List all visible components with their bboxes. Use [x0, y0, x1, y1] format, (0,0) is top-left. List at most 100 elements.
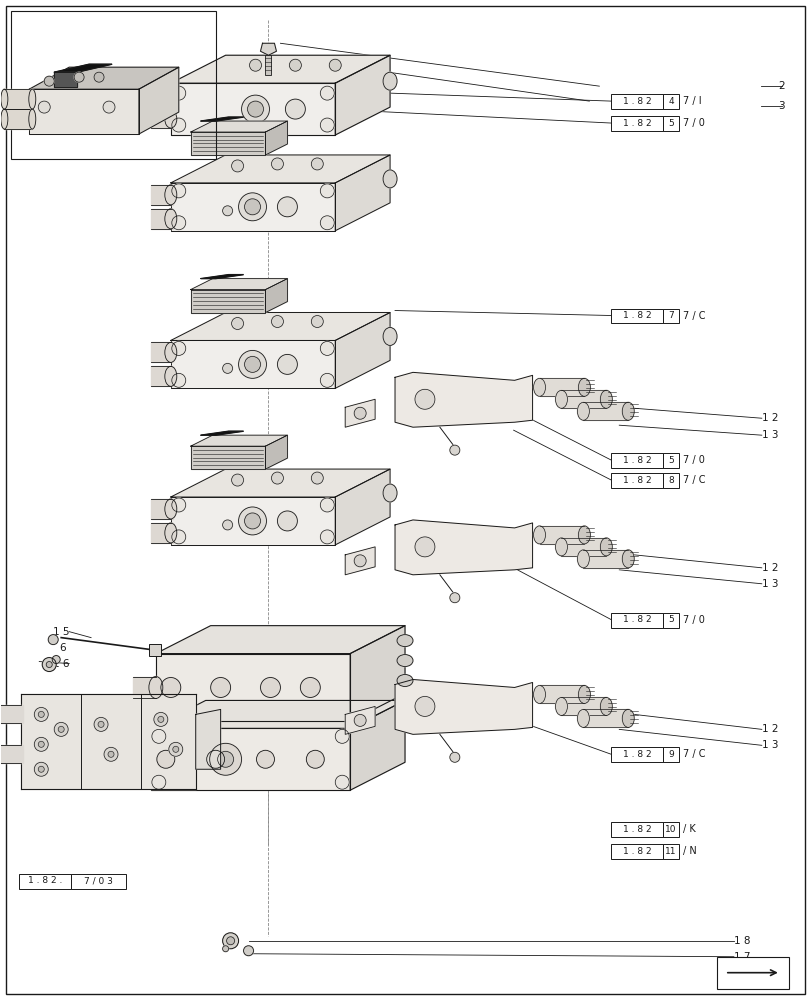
Ellipse shape — [533, 378, 545, 396]
Circle shape — [108, 751, 114, 757]
Circle shape — [354, 407, 366, 419]
Bar — [611, 844, 663, 859]
Circle shape — [48, 635, 58, 645]
Polygon shape — [191, 132, 265, 155]
Circle shape — [157, 750, 174, 768]
Ellipse shape — [397, 655, 413, 667]
Polygon shape — [191, 446, 265, 469]
Circle shape — [247, 101, 263, 117]
Circle shape — [38, 741, 44, 747]
Ellipse shape — [577, 378, 590, 396]
Circle shape — [354, 555, 366, 567]
Ellipse shape — [555, 390, 567, 408]
Bar — [539, 526, 584, 544]
Circle shape — [271, 472, 283, 484]
Bar — [11, 11, 216, 159]
Circle shape — [34, 762, 48, 776]
Polygon shape — [335, 313, 389, 388]
Text: 7 / C: 7 / C — [682, 475, 705, 485]
Circle shape — [172, 118, 186, 132]
Text: 9: 9 — [667, 750, 673, 759]
Ellipse shape — [165, 366, 177, 386]
Circle shape — [152, 729, 165, 743]
Circle shape — [241, 95, 269, 123]
Text: 7 / C: 7 / C — [682, 311, 705, 321]
Circle shape — [38, 711, 44, 717]
Circle shape — [103, 101, 115, 113]
Ellipse shape — [397, 635, 413, 647]
Ellipse shape — [621, 402, 633, 420]
Text: 1 3: 1 3 — [761, 430, 777, 440]
Text: / N: / N — [682, 846, 696, 856]
Circle shape — [320, 498, 334, 512]
Polygon shape — [170, 183, 335, 231]
Polygon shape — [170, 497, 335, 545]
Circle shape — [222, 946, 229, 952]
Bar — [560, 390, 606, 408]
Polygon shape — [265, 121, 287, 155]
Polygon shape — [29, 89, 139, 134]
Bar — [151, 366, 173, 386]
Text: 5: 5 — [667, 615, 673, 624]
Circle shape — [222, 520, 232, 530]
Circle shape — [152, 775, 165, 789]
Bar — [663, 309, 678, 323]
Text: 11: 11 — [664, 847, 676, 856]
Circle shape — [34, 707, 48, 721]
Polygon shape — [170, 313, 389, 340]
Bar — [611, 822, 663, 837]
Circle shape — [172, 373, 186, 387]
Text: 1 . 8 2: 1 . 8 2 — [622, 615, 650, 624]
Text: 1 2: 1 2 — [761, 724, 777, 734]
Polygon shape — [200, 275, 243, 279]
Circle shape — [172, 498, 186, 512]
Circle shape — [277, 197, 297, 217]
Text: 7 / C: 7 / C — [682, 749, 705, 759]
Ellipse shape — [599, 390, 611, 408]
Ellipse shape — [621, 709, 633, 727]
Circle shape — [277, 354, 297, 374]
Circle shape — [172, 216, 186, 230]
Polygon shape — [345, 399, 375, 427]
Bar — [663, 473, 678, 488]
Polygon shape — [170, 83, 335, 135]
Polygon shape — [170, 155, 389, 183]
Circle shape — [414, 696, 435, 716]
Text: 1 . 8 2: 1 . 8 2 — [622, 750, 650, 759]
Ellipse shape — [397, 675, 413, 686]
Circle shape — [231, 160, 243, 172]
Polygon shape — [151, 700, 405, 728]
Circle shape — [157, 716, 164, 722]
Ellipse shape — [165, 209, 177, 229]
Ellipse shape — [577, 709, 589, 727]
Ellipse shape — [165, 110, 177, 128]
Bar — [0, 745, 24, 763]
Circle shape — [172, 184, 186, 198]
Polygon shape — [156, 654, 350, 721]
Polygon shape — [170, 340, 335, 388]
Circle shape — [58, 726, 64, 732]
Text: 1 . 8 2: 1 . 8 2 — [622, 476, 650, 485]
Polygon shape — [350, 700, 405, 790]
Ellipse shape — [28, 109, 36, 129]
Circle shape — [249, 59, 261, 71]
Circle shape — [320, 216, 334, 230]
Ellipse shape — [165, 499, 177, 519]
Polygon shape — [156, 626, 405, 654]
Polygon shape — [191, 435, 287, 446]
Text: 7 / 0: 7 / 0 — [682, 615, 704, 625]
Text: 8: 8 — [667, 476, 673, 485]
Polygon shape — [394, 680, 532, 734]
Circle shape — [449, 593, 459, 603]
Circle shape — [226, 937, 234, 945]
Circle shape — [354, 714, 366, 726]
Bar — [582, 709, 628, 727]
Circle shape — [42, 658, 56, 672]
Circle shape — [173, 746, 178, 752]
Bar — [148, 644, 161, 656]
Bar — [71, 874, 126, 889]
Circle shape — [94, 72, 104, 82]
Bar — [611, 116, 663, 131]
Circle shape — [449, 445, 459, 455]
Bar — [151, 342, 173, 362]
